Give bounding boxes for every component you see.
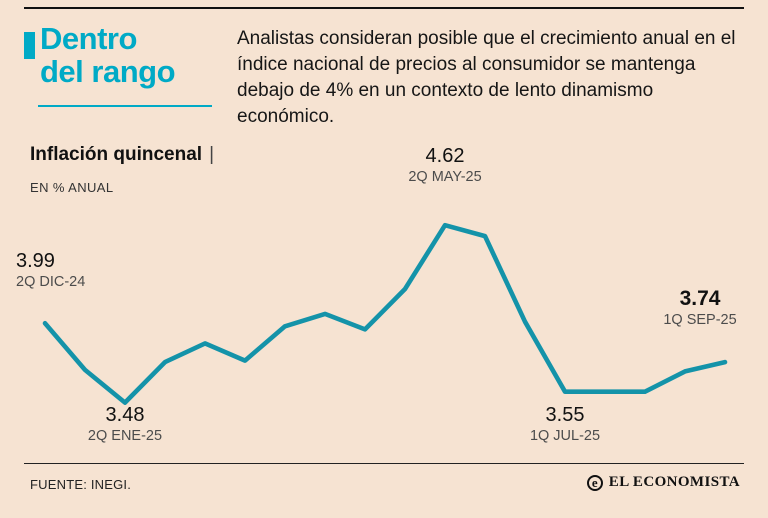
point-date: 2Q DIC-24 (16, 274, 86, 290)
inflation-line-chart (42, 222, 728, 405)
point-label-2q-may-25: 4.62 2Q MAY-25 (375, 145, 515, 186)
point-date: 1Q SEP-25 (663, 312, 737, 329)
point-label-2q-ene-25: 3.48 2Q ENE-25 (55, 404, 195, 445)
inflation-series-line (42, 222, 728, 405)
footer-divider (24, 463, 744, 464)
chart-title-text: Inflación quincenal (30, 144, 203, 165)
brand-name: EL ECONOMISTA (608, 474, 740, 490)
point-date: 2Q ENE-25 (87, 428, 163, 444)
el-economista-logo-icon: e (586, 474, 603, 491)
point-label-1q-jul-25: 3.55 1Q JUL-25 (495, 404, 635, 445)
title-accent-block (24, 32, 35, 59)
intro-paragraph: Analistas consideran posible que el crec… (237, 28, 736, 128)
point-date: 2Q MAY-25 (408, 169, 482, 185)
point-value: 3.99 (16, 250, 55, 272)
page-title-line1: Dentro (40, 21, 137, 56)
source-credit: FUENTE: INEGI. (30, 477, 132, 492)
page-title-line2: del rango (40, 54, 176, 90)
point-label-2q-dic-24: 3.99 2Q DIC-24 (16, 250, 136, 291)
point-value: 3.74 (679, 287, 721, 310)
page-title: Dentro del rango (40, 22, 230, 89)
chart-title-pipe: | (209, 144, 215, 165)
point-label-1q-sep-25: 3.74 1Q SEP-25 (630, 287, 768, 329)
chart-unit-label: EN % ANUAL (30, 180, 114, 195)
chart-title: Inflación quincenal | (30, 144, 214, 166)
point-value: 3.48 (105, 404, 145, 426)
point-value: 4.62 (425, 145, 465, 167)
top-divider (24, 7, 744, 9)
point-value: 3.55 (545, 404, 585, 426)
title-underline (38, 105, 212, 107)
brand-lockup: e EL ECONOMISTA (586, 474, 740, 491)
point-date: 1Q JUL-25 (529, 428, 601, 444)
